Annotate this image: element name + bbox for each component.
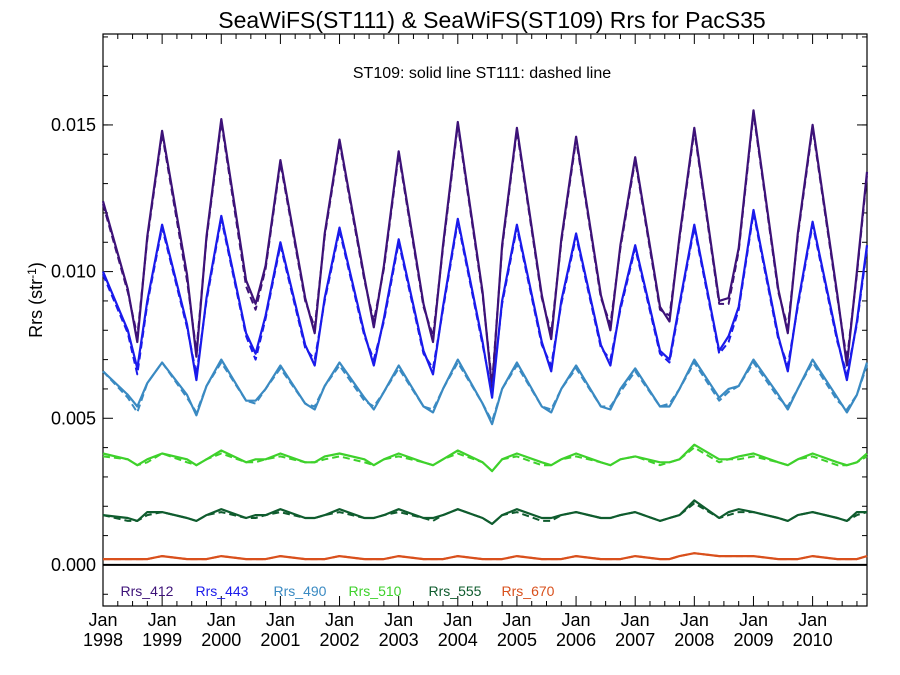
x-tick-label-year: 2009 xyxy=(733,630,773,650)
x-tick-label-year: 2001 xyxy=(260,630,300,650)
x-tick-label-month: Jan xyxy=(88,610,117,630)
rrs-510-st109-line xyxy=(102,443,868,473)
plot-frame xyxy=(102,33,868,607)
rrs-555-st109-line xyxy=(102,499,867,525)
rrs-670-st109-line xyxy=(103,552,868,561)
x-tick-label-year: 2003 xyxy=(379,630,419,650)
y-tick-label: 0.005 xyxy=(51,408,96,428)
y-axis: 0.000 0.005 0.010 0.015 xyxy=(51,36,867,595)
rrs-510-st111-line xyxy=(102,446,868,473)
y-axis-label-main: Rrs (str xyxy=(26,279,46,338)
x-tick-label-year: 2004 xyxy=(438,630,478,650)
x-tick-label-month: Jan xyxy=(621,610,650,630)
y-axis-label-close: ) xyxy=(26,262,46,268)
x-tick-label-month: Jan xyxy=(325,610,354,630)
series-lines xyxy=(101,109,869,561)
x-tick-label-month: Jan xyxy=(384,610,413,630)
legend-entry-rrs-510: Rrs_510 xyxy=(349,583,402,599)
x-tick-label-month: Jan xyxy=(798,610,827,630)
rrs-443-st109-line xyxy=(101,208,869,399)
x-axis: Jan1998Jan1999Jan2000Jan2001Jan2002Jan20… xyxy=(83,34,858,650)
legend: Rrs_412 Rrs_443 Rrs_490 Rrs_510 Rrs_555 Rrs_6… xyxy=(121,583,555,599)
x-tick-label-year: 2006 xyxy=(556,630,596,650)
y-tick-label: 0.015 xyxy=(51,115,96,135)
legend-entry-rrs-670: Rrs_670 xyxy=(502,583,555,599)
x-tick-label-year: 2005 xyxy=(497,630,537,650)
x-tick-label-month: Jan xyxy=(266,610,295,630)
x-tick-label-month: Jan xyxy=(680,610,709,630)
x-tick-label-year: 1998 xyxy=(83,630,123,650)
line-style-annotation: ST109: solid line ST111: dashed line xyxy=(353,65,611,82)
x-tick-label-month: Jan xyxy=(207,610,236,630)
y-tick-label: 0.010 xyxy=(51,262,96,282)
legend-entry-rrs-490: Rrs_490 xyxy=(274,583,327,599)
x-tick-label-month: Jan xyxy=(562,610,591,630)
x-tick-label-month: Jan xyxy=(148,610,177,630)
x-tick-label-year: 2010 xyxy=(793,630,833,650)
legend-entry-rrs-412: Rrs_412 xyxy=(121,583,174,599)
y-tick-label: 0.000 xyxy=(51,555,96,575)
y-axis-label-superscript: -1 xyxy=(25,268,39,279)
rrs-555-st111-line xyxy=(102,502,868,525)
y-axis-label: Rrs (str-1) xyxy=(25,262,46,338)
x-tick-label-year: 2002 xyxy=(320,630,360,650)
x-tick-label-year: 2008 xyxy=(674,630,714,650)
x-tick-label-month: Jan xyxy=(502,610,531,630)
rrs-412-st109-line xyxy=(101,109,869,390)
x-tick-label-month: Jan xyxy=(739,610,768,630)
chart-title: SeaWiFS(ST111) & SeaWiFS(ST109) Rrs for … xyxy=(218,7,765,33)
legend-entry-rrs-555: Rrs_555 xyxy=(429,583,482,599)
legend-entry-rrs-443: Rrs_443 xyxy=(196,583,249,599)
x-tick-label-year: 1999 xyxy=(142,630,182,650)
x-tick-label-year: 2007 xyxy=(615,630,655,650)
x-tick-label-month: Jan xyxy=(443,610,472,630)
rrs-490-st109-line xyxy=(102,358,869,426)
x-tick-label-year: 2000 xyxy=(201,630,241,650)
rrs-490-st111-line xyxy=(102,361,868,423)
